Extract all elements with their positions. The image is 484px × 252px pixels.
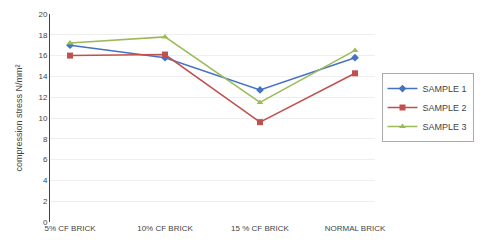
svg-text:2: 2 [43,197,48,206]
svg-text:SAMPLE 2: SAMPLE 2 [423,103,467,113]
svg-text:SAMPLE 1: SAMPLE 1 [423,84,467,94]
svg-text:compression stress N/mm²: compression stress N/mm² [14,64,24,171]
svg-text:SAMPLE 3: SAMPLE 3 [423,122,467,132]
svg-text:14: 14 [38,72,47,81]
svg-text:16: 16 [38,51,47,60]
svg-text:15 % CF BRICK: 15 % CF BRICK [231,224,289,233]
svg-text:4: 4 [43,176,48,185]
svg-text:NORMAL BRICK: NORMAL BRICK [325,224,386,233]
svg-text:18: 18 [38,31,47,40]
svg-text:10: 10 [38,114,47,123]
svg-text:10% CF BRICK: 10% CF BRICK [137,224,193,233]
svg-text:5% CF BRICK: 5% CF BRICK [44,224,96,233]
svg-text:6: 6 [43,155,48,164]
svg-text:12: 12 [38,93,47,102]
svg-text:20: 20 [38,10,47,19]
svg-text:0: 0 [43,218,48,227]
svg-text:8: 8 [43,135,48,144]
